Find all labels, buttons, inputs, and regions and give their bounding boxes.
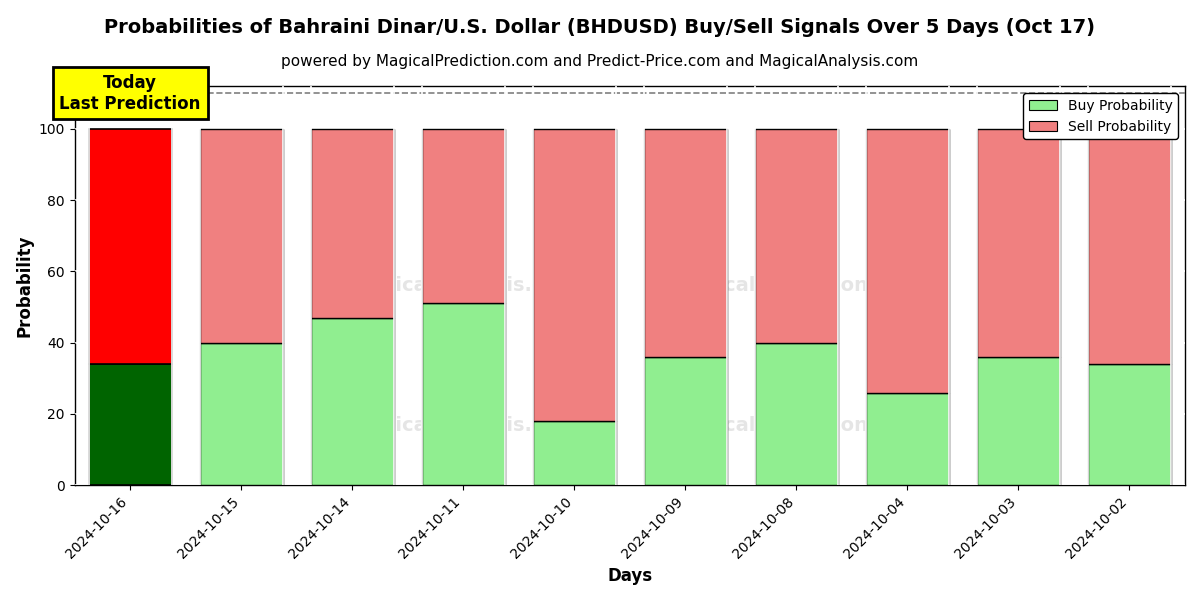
Bar	[533, 129, 616, 421]
Bar	[311, 129, 394, 318]
Legend: Buy Probability, Sell Probability: Buy Probability, Sell Probability	[1024, 93, 1178, 139]
Bar	[421, 304, 505, 485]
Bar	[865, 129, 949, 392]
Bar	[643, 357, 727, 485]
Bar	[421, 129, 505, 304]
Bar	[977, 357, 1060, 485]
X-axis label: Days: Days	[607, 567, 653, 585]
Bar	[199, 129, 283, 343]
Text: MagicalAnalysis.com: MagicalAnalysis.com	[349, 416, 577, 435]
Bar	[199, 343, 283, 485]
Y-axis label: Probability: Probability	[16, 235, 34, 337]
Bar	[1088, 129, 1171, 364]
Text: powered by MagicalPrediction.com and Predict-Price.com and MagicalAnalysis.com: powered by MagicalPrediction.com and Pre…	[281, 54, 919, 69]
Bar	[643, 129, 727, 357]
Text: MagicalPrediction.com: MagicalPrediction.com	[672, 416, 922, 435]
Bar	[865, 392, 949, 485]
Bar	[755, 129, 838, 343]
Bar	[89, 364, 172, 485]
Text: MagicalAnalysis.com: MagicalAnalysis.com	[349, 276, 577, 295]
Text: Probabilities of Bahraini Dinar/U.S. Dollar (BHDUSD) Buy/Sell Signals Over 5 Day: Probabilities of Bahraini Dinar/U.S. Dol…	[104, 18, 1096, 37]
Bar	[755, 343, 838, 485]
Bar	[1088, 364, 1171, 485]
Bar	[311, 318, 394, 485]
Bar	[977, 129, 1060, 357]
Text: Today
Last Prediction: Today Last Prediction	[60, 74, 200, 113]
Bar	[533, 421, 616, 485]
Text: MagicalPrediction.com: MagicalPrediction.com	[672, 276, 922, 295]
Bar	[89, 129, 172, 364]
